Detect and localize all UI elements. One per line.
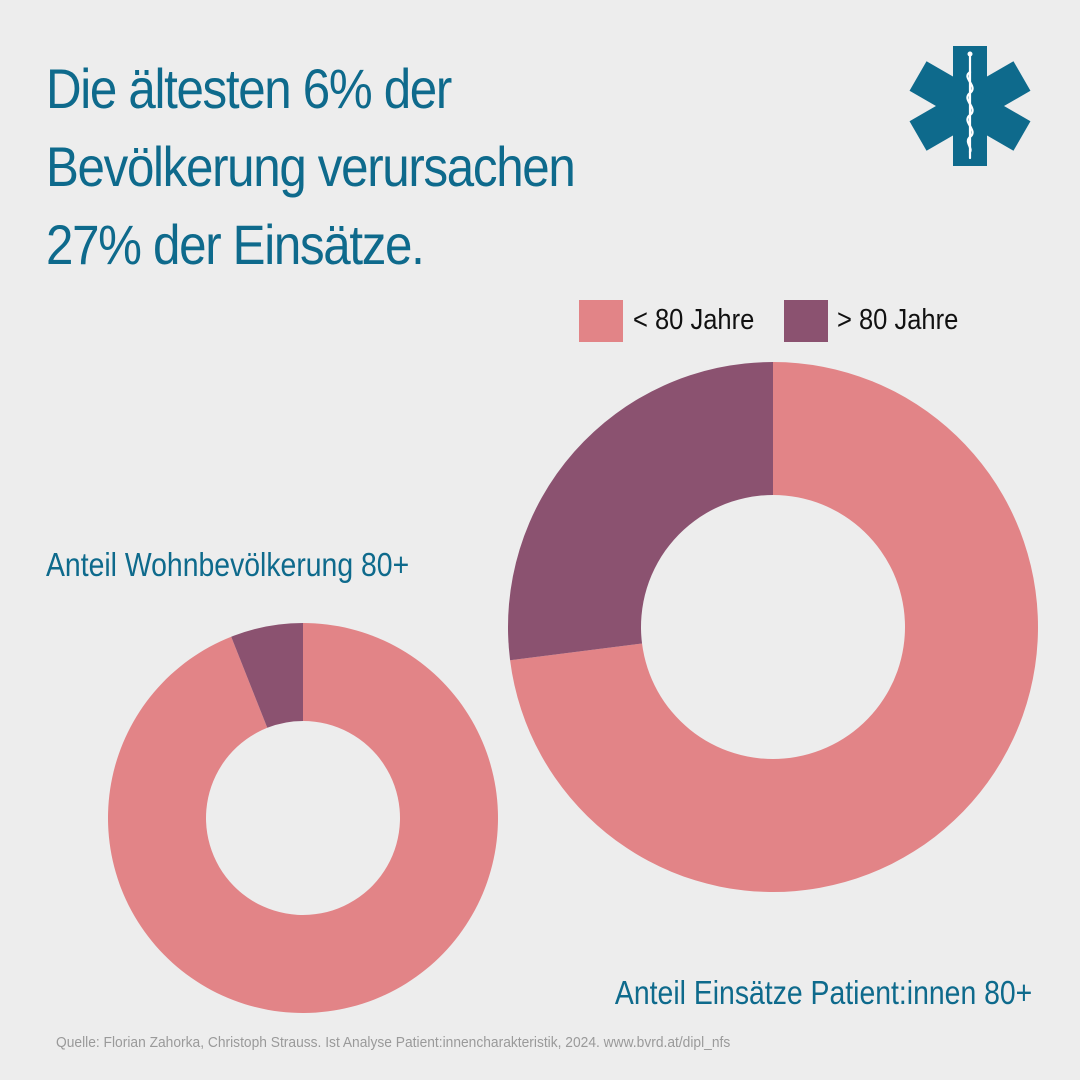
donut-chart-missions	[508, 362, 1038, 892]
chart-title-missions: Anteil Einsätze Patient:innen 80+	[614, 974, 1032, 1011]
donut-slice-under-80	[510, 362, 1038, 892]
headline-line-2: Bevölkerung verursachen	[46, 135, 576, 198]
source-note: Quelle: Florian Zahorka, Christoph Strau…	[56, 1034, 731, 1051]
headline-line-3: 27% der Einsätze.	[46, 213, 425, 276]
star-of-life-icon	[909, 46, 1031, 166]
chart-title-population: Anteil Wohnbevölkerung 80+	[46, 546, 410, 583]
headline: Die ältesten 6% der Bevölkerung verursac…	[46, 50, 768, 284]
donut-slice-over-80	[231, 623, 303, 728]
donut-slice-over-80	[508, 362, 773, 661]
donut-slice-under-80	[107, 623, 498, 1013]
legend-label-over-80: > 80 Jahre	[837, 304, 959, 336]
headline-line-1: Die ältesten 6% der	[46, 57, 452, 120]
donut-chart-population	[107, 623, 498, 1013]
legend-swatch-over-80	[784, 300, 828, 342]
legend-label-under-80: < 80 Jahre	[633, 304, 755, 336]
legend-swatch-under-80	[579, 300, 623, 342]
